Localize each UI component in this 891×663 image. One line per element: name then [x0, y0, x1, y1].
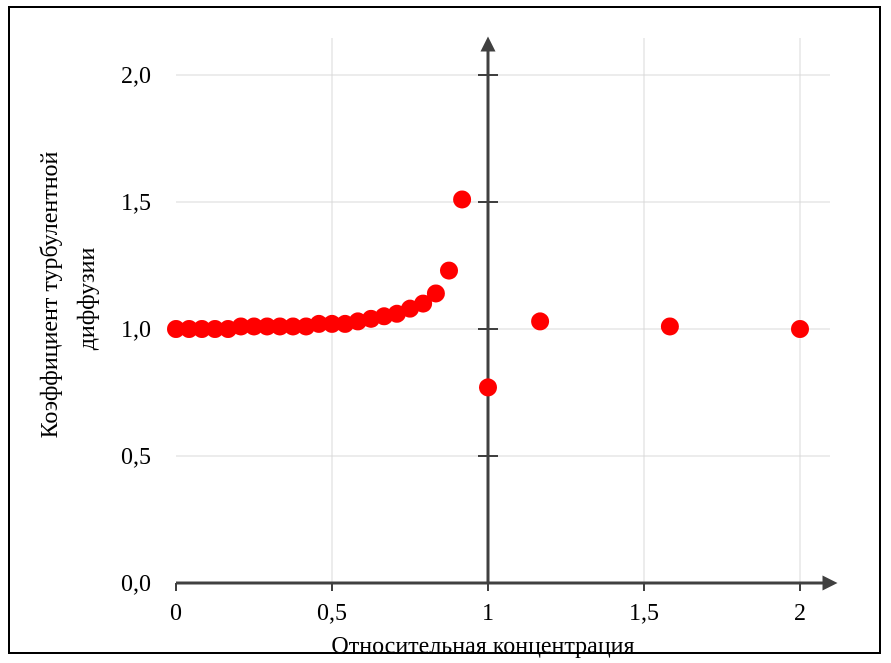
data-point-0-7: [258, 317, 277, 336]
x-tick-label-0: 0: [170, 600, 182, 626]
chart-frame: [8, 6, 881, 654]
data-point-0-3: [206, 320, 224, 338]
grid-lines: [176, 38, 830, 583]
x-tick-label-3: 1,5: [629, 600, 659, 626]
data-point-0-20: [426, 284, 445, 303]
y-axis-title-line-2: диффузии: [74, 248, 100, 351]
data-point-0-22: [453, 190, 472, 209]
tick-labels: 0 0,5 1 1,5 2 0,0 0,5 1,0 1,5 2,0: [121, 63, 806, 626]
data-point-0-23: [479, 378, 497, 397]
data-point-0-21: [440, 261, 458, 280]
data-point-0-24: [531, 312, 550, 331]
y-tick-label-3: 1,5: [121, 190, 151, 216]
y-tick-label-1: 0,5: [121, 444, 151, 470]
x-axis-title: Относительная концентрация: [331, 633, 634, 659]
axes: [175, 36, 838, 591]
data-point-0-25: [660, 317, 679, 336]
x-tick-label-4: 2: [794, 600, 806, 626]
data-points: [167, 190, 809, 397]
data-point-0-9: [284, 317, 302, 336]
data-point-0-1: [180, 320, 199, 338]
x-tick-label-1: 0,5: [317, 600, 347, 626]
y-tick-label-2: 1,0: [121, 317, 151, 343]
data-point-0-5: [231, 317, 250, 336]
data-point-0-11: [309, 314, 328, 333]
x-tick-label-2: 1: [482, 600, 494, 626]
y-tick-label-0: 0,0: [121, 571, 151, 597]
data-point-0-0: [167, 320, 185, 338]
y-tick-label-4: 2,0: [121, 63, 151, 89]
data-point-0-2: [192, 320, 211, 338]
data-point-0-19: [414, 294, 433, 313]
y-axis-title-line-2-wrap: диффузии: [74, 248, 100, 351]
y-axis-title: Коэффициент турбулентной: [37, 151, 63, 438]
data-point-0-26: [791, 320, 809, 338]
y-axis-title-line-1: Коэффициент турбулентной: [37, 151, 63, 438]
data-point-0-8: [270, 317, 289, 336]
data-point-0-12: [323, 314, 341, 333]
data-point-0-6: [245, 317, 263, 336]
